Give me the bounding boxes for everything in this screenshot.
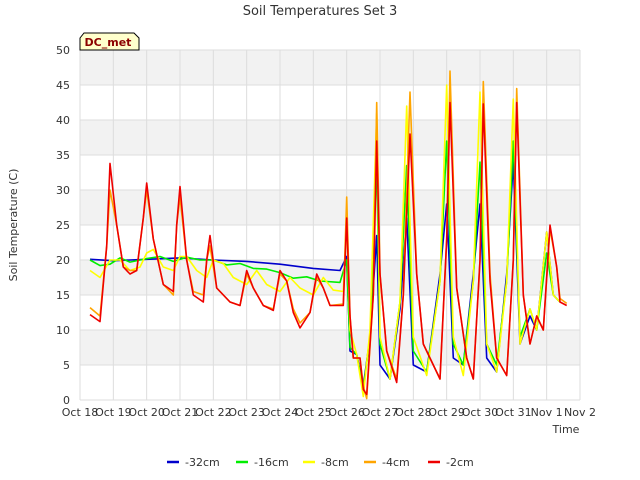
y-tick-label: 40 — [56, 114, 70, 127]
y-tick-label: 45 — [56, 79, 70, 92]
x-tick-label: Nov 2 — [564, 406, 596, 419]
plot-band — [80, 190, 580, 225]
x-tick-label: Oct 25 — [295, 406, 332, 419]
x-tick-label: Oct 18 — [62, 406, 99, 419]
y-tick-label: 20 — [56, 254, 70, 267]
y-tick-label: 15 — [56, 289, 70, 302]
x-tick-label: Oct 31 — [495, 406, 532, 419]
y-axis-label: Soil Temperature (C) — [7, 169, 20, 282]
x-tick-label: Oct 23 — [228, 406, 265, 419]
series-lines — [89, 70, 568, 400]
y-tick-label: 25 — [56, 219, 70, 232]
x-tick-label: Oct 24 — [262, 406, 299, 419]
x-tick-label: Oct 29 — [428, 406, 465, 419]
x-tick-label: Oct 20 — [128, 406, 165, 419]
series-line — [89, 101, 568, 396]
y-axis-ticks: 0 5 10 15 20 25 30 35 40 45 50 — [56, 44, 70, 407]
x-tick-label: Oct 30 — [462, 406, 499, 419]
plot-band — [80, 120, 580, 155]
y-tick-label: 5 — [63, 359, 70, 372]
legend-label: -32cm — [185, 456, 220, 469]
site-badge: DC_met — [79, 32, 140, 51]
x-tick-label: Oct 28 — [395, 406, 432, 419]
y-tick-label: 10 — [56, 324, 70, 337]
plot-band — [80, 330, 580, 365]
site-badge-label: DC_met — [85, 36, 132, 49]
legend-label: -16cm — [254, 456, 289, 469]
legend-label: -2cm — [446, 456, 474, 469]
y-tick-label: 0 — [63, 394, 70, 407]
y-tick-label: 50 — [56, 44, 70, 57]
site-badge-box — [79, 32, 140, 51]
legend-label: -4cm — [382, 456, 410, 469]
x-tick-label: Oct 27 — [362, 406, 399, 419]
plot-band — [80, 50, 580, 85]
x-tick-label: Oct 19 — [95, 406, 132, 419]
x-tick-label: Oct 26 — [328, 406, 365, 419]
x-tick-label: Oct 21 — [162, 406, 199, 419]
chart-title: Soil Temperatures Set 3 — [243, 4, 398, 19]
y-tick-label: 30 — [56, 184, 70, 197]
x-axis-label: Time — [552, 423, 580, 436]
y-tick-label: 35 — [56, 149, 70, 162]
legend-label: -8cm — [321, 456, 349, 469]
legend: -32cm -16cm -8cm -4cm -2cm — [167, 456, 474, 469]
x-tick-label: Nov 1 — [531, 406, 563, 419]
x-tick-label: Oct 22 — [195, 406, 232, 419]
